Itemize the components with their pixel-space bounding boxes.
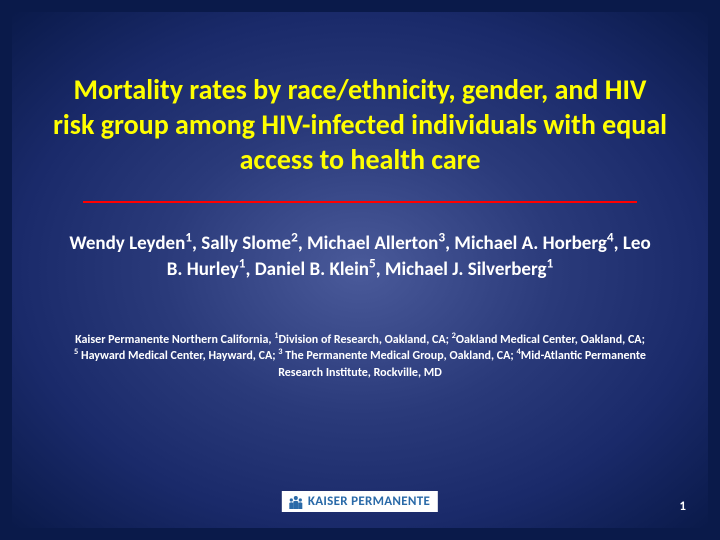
page-number: 1: [679, 499, 686, 514]
kaiser-logo-text: KAISER PERMANENTE: [308, 494, 430, 509]
slide-title: Mortality rates by race/ethnicity, gende…: [52, 72, 668, 177]
kaiser-logo: KAISER PERMANENTE: [282, 491, 438, 512]
slide-container: Mortality rates by race/ethnicity, gende…: [0, 0, 720, 540]
authors-line: Wendy Leyden1, Sally Slome2, Michael All…: [52, 231, 668, 282]
kaiser-people-icon: [288, 495, 304, 509]
title-divider: [83, 201, 637, 203]
affiliations-line: Kaiser Permanente Northern California, 1…: [52, 332, 668, 381]
slide-inner: Mortality rates by race/ethnicity, gende…: [12, 12, 708, 528]
